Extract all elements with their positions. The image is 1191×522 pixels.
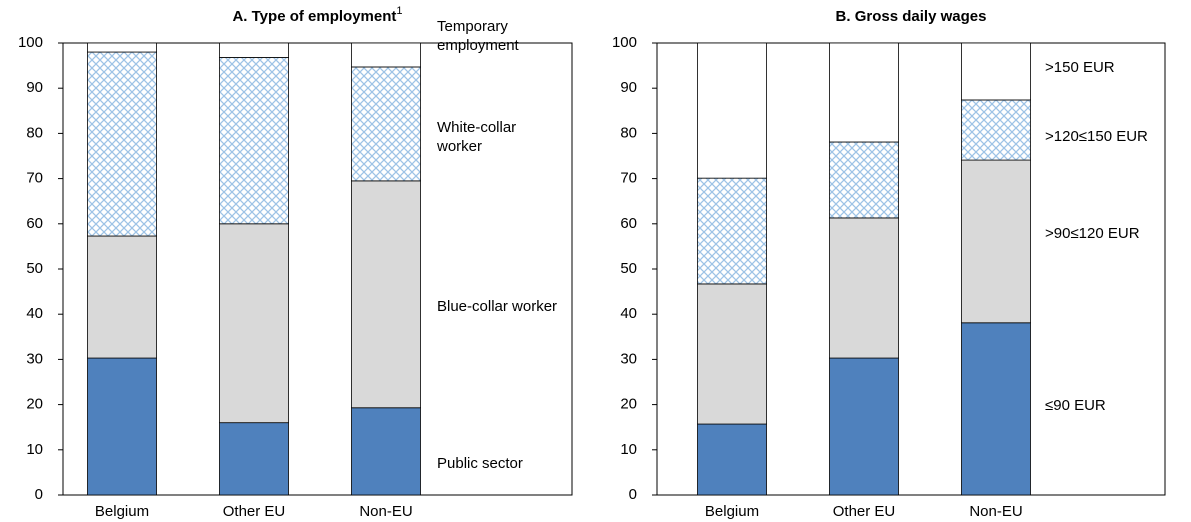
legend-label: >120≤150 EUR bbox=[1045, 127, 1148, 145]
x-tick-label: Other EU bbox=[223, 503, 286, 520]
y-tick-label: 80 bbox=[620, 124, 637, 141]
bar-segment bbox=[697, 283, 767, 425]
x-tick-label: Other EU bbox=[833, 503, 896, 520]
y-tick-label: 20 bbox=[620, 396, 637, 413]
legend-label: Temporary employment bbox=[437, 18, 519, 54]
bar-segment bbox=[219, 57, 289, 225]
y-tick-label: 70 bbox=[620, 170, 637, 187]
bar-segment bbox=[351, 407, 421, 496]
y-tick-label: 60 bbox=[620, 215, 637, 232]
bar-segment bbox=[87, 357, 157, 496]
x-tick-label: Non-EU bbox=[359, 503, 412, 520]
legend-label: Blue-collar worker bbox=[437, 297, 558, 315]
bar-segment bbox=[219, 223, 289, 424]
plot-frame bbox=[656, 42, 1166, 496]
x-tick-label: Belgium bbox=[705, 503, 759, 520]
y-tick-label: 100 bbox=[18, 34, 43, 51]
y-tick-label: 90 bbox=[26, 79, 43, 96]
y-tick-label: 40 bbox=[620, 305, 637, 322]
bar-segment bbox=[697, 177, 767, 285]
y-tick-label: 30 bbox=[620, 350, 637, 367]
legend-label: Public sector bbox=[437, 454, 523, 472]
bar-segment bbox=[697, 42, 767, 179]
bar-segment bbox=[961, 159, 1031, 324]
bar-segment bbox=[829, 141, 899, 219]
bar-segment bbox=[219, 42, 289, 58]
plot-frame bbox=[62, 42, 573, 496]
x-tick-label: Non-EU bbox=[969, 503, 1022, 520]
y-tick-label: 10 bbox=[620, 441, 637, 458]
legend-label: >150 EUR bbox=[1045, 58, 1115, 76]
y-tick-label: 100 bbox=[612, 34, 637, 51]
y-tick-label: 0 bbox=[35, 486, 43, 503]
bar-segment bbox=[351, 42, 421, 68]
y-tick-label: 60 bbox=[26, 215, 43, 232]
legend-label: White-collar worker bbox=[437, 119, 517, 155]
legend-label: >90≤120 EUR bbox=[1045, 224, 1140, 242]
bar-segment bbox=[87, 42, 157, 53]
legend-label: ≤90 EUR bbox=[1045, 396, 1106, 414]
bar-segment bbox=[961, 42, 1031, 101]
bar-segment bbox=[351, 180, 421, 409]
chart-title-text: B. Gross daily wages bbox=[836, 8, 987, 25]
y-tick-label: 10 bbox=[26, 441, 43, 458]
bar-segment bbox=[961, 99, 1031, 161]
chart-title-text: A. Type of employment bbox=[232, 8, 396, 25]
y-tick-label: 50 bbox=[26, 260, 43, 277]
title-note: 1 bbox=[396, 5, 402, 17]
bar-segment bbox=[829, 42, 899, 143]
chart-title: A. Type of employment1 bbox=[232, 5, 402, 25]
bar-segment bbox=[697, 423, 767, 496]
bar-segment bbox=[87, 235, 157, 359]
bar-segment bbox=[219, 422, 289, 496]
y-tick-label: 80 bbox=[26, 124, 43, 141]
y-tick-label: 40 bbox=[26, 305, 43, 322]
y-tick-label: 30 bbox=[26, 350, 43, 367]
y-tick-label: 50 bbox=[620, 260, 637, 277]
y-tick-label: 20 bbox=[26, 396, 43, 413]
bar-segment bbox=[829, 217, 899, 359]
bar-segment bbox=[829, 357, 899, 496]
bar-segment bbox=[351, 66, 421, 182]
y-tick-label: 70 bbox=[26, 170, 43, 187]
y-tick-label: 0 bbox=[629, 486, 637, 503]
chart-title: B. Gross daily wages bbox=[836, 8, 987, 25]
y-tick-label: 90 bbox=[620, 79, 637, 96]
bar-segment bbox=[961, 322, 1031, 496]
bar-segment bbox=[87, 51, 157, 237]
x-tick-label: Belgium bbox=[95, 503, 149, 520]
